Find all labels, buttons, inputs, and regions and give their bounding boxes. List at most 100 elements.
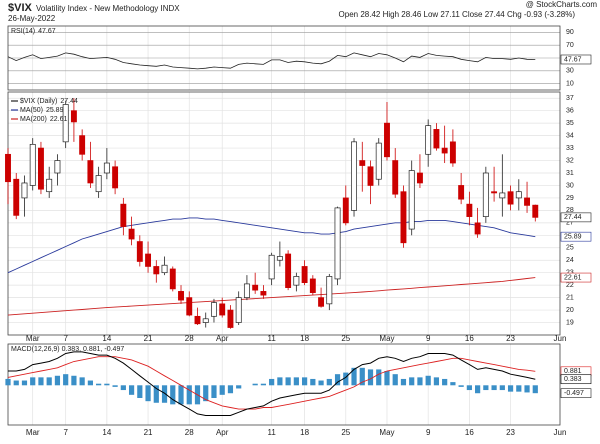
- y-tick-label: 36: [566, 108, 574, 115]
- histogram-bar: [145, 385, 151, 402]
- x-tick-label: 21: [144, 334, 153, 343]
- x-tick-label: 9: [426, 428, 431, 437]
- candle-body: [202, 318, 209, 323]
- histogram-bar: [170, 385, 176, 405]
- x-tick-label: 11: [267, 334, 276, 343]
- x-tick-label: 7: [63, 428, 68, 437]
- y-tick-label: 30: [566, 182, 574, 189]
- x-tick-label: 21: [144, 428, 153, 437]
- histogram-bar: [104, 383, 110, 386]
- x-tick-label: 14: [102, 428, 111, 437]
- candle-body: [211, 302, 217, 317]
- histogram-bar: [236, 385, 242, 389]
- candle-body: [5, 153, 11, 183]
- x-tick-label: 18: [300, 428, 309, 437]
- y-tick-label: 19: [566, 319, 574, 326]
- histogram-bar: [293, 377, 299, 386]
- legend-value: 22.61: [50, 116, 68, 123]
- histogram-bar: [318, 380, 324, 386]
- legend: MACD(12,26,9) 0.383, 0.881, -0.497: [11, 346, 124, 353]
- candle-body: [309, 278, 316, 293]
- histogram-bar: [425, 375, 431, 386]
- y-tick-label: 21: [566, 294, 574, 301]
- candle-body: [260, 291, 267, 296]
- candle-body: [62, 104, 69, 143]
- legend-entry: MA(50) 25.89: [20, 107, 64, 114]
- x-tick-label: 14: [102, 334, 111, 343]
- candle-body: [458, 185, 465, 200]
- moving-average: [7, 277, 536, 316]
- histogram-bar: [334, 374, 341, 386]
- y-tick-label: 27: [566, 220, 574, 227]
- histogram-bar: [524, 385, 530, 393]
- histogram-bar: [63, 374, 69, 386]
- candle-body: [276, 256, 283, 261]
- histogram-bar: [326, 378, 332, 386]
- y-tick-label: 31: [566, 170, 574, 177]
- legend-value: 47.67: [38, 28, 56, 35]
- candle-body: [54, 160, 61, 174]
- candle-body: [268, 254, 275, 280]
- y-tick-label: 10: [566, 80, 574, 87]
- candle-body: [359, 160, 366, 166]
- histogram-bar: [367, 369, 374, 386]
- legend-title: RSI(14): [11, 28, 35, 35]
- histogram-bar: [392, 374, 398, 386]
- candle-body: [112, 166, 119, 189]
- candle-body: [79, 135, 86, 155]
- y-tick-label: 90: [566, 29, 574, 36]
- histogram-bar: [301, 377, 308, 386]
- histogram-bar: [203, 385, 209, 402]
- x-tick-label: May: [379, 428, 394, 437]
- histogram-bar: [499, 385, 505, 391]
- candle-body: [491, 191, 498, 194]
- histogram-bar: [112, 385, 118, 387]
- histogram-bar: [178, 385, 184, 405]
- macd-tag: 0.383: [564, 376, 582, 383]
- histogram-bar: [483, 385, 489, 391]
- histogram-bar: [161, 385, 168, 403]
- x-tick-label: 7: [63, 334, 68, 343]
- candle-body: [342, 197, 349, 224]
- histogram-bar: [351, 367, 357, 386]
- histogram-bar: [491, 385, 497, 391]
- candle-body: [169, 268, 176, 290]
- source: @ StockCharts.com: [526, 0, 598, 9]
- histogram-bar: [96, 383, 102, 386]
- histogram-bar: [260, 383, 267, 386]
- histogram-bar: [54, 375, 61, 386]
- signal-line: [7, 356, 536, 410]
- candle-body: [441, 147, 448, 154]
- candle-body: [433, 129, 440, 149]
- y-tick-label: 28: [566, 207, 574, 214]
- ma-tag: 25.89: [564, 234, 582, 241]
- candle-body: [145, 253, 152, 267]
- histogram-bar: [359, 367, 365, 386]
- candle-body: [161, 264, 168, 274]
- y-tick-label: 32: [566, 157, 574, 164]
- candle-body: [474, 222, 481, 235]
- security-name: Volatility Index - New Methodology INDX: [36, 4, 180, 13]
- candle-body: [227, 309, 234, 328]
- candle-body: [46, 178, 53, 193]
- y-tick-label: 34: [566, 132, 574, 139]
- x-tick-label: 23: [506, 428, 515, 437]
- histogram-bar: [384, 371, 390, 386]
- histogram-bar: [507, 385, 514, 392]
- histogram-bar: [475, 385, 481, 394]
- candle-body: [235, 297, 242, 323]
- candle-body: [243, 283, 250, 298]
- histogram-bar: [211, 385, 217, 398]
- macd-tag: 0.881: [564, 368, 582, 375]
- histogram-bar: [219, 385, 225, 395]
- histogram-bar: [5, 378, 11, 386]
- candle-body: [449, 141, 456, 164]
- moving-average: [7, 217, 536, 274]
- histogram-bar: [13, 380, 19, 386]
- y-tick-label: 37: [566, 95, 574, 102]
- candle-body: [136, 241, 143, 262]
- histogram-bar: [137, 385, 143, 398]
- histogram-bar: [252, 383, 258, 386]
- candle-body: [351, 141, 357, 211]
- legend-name: $VIX (Daily): [20, 98, 57, 105]
